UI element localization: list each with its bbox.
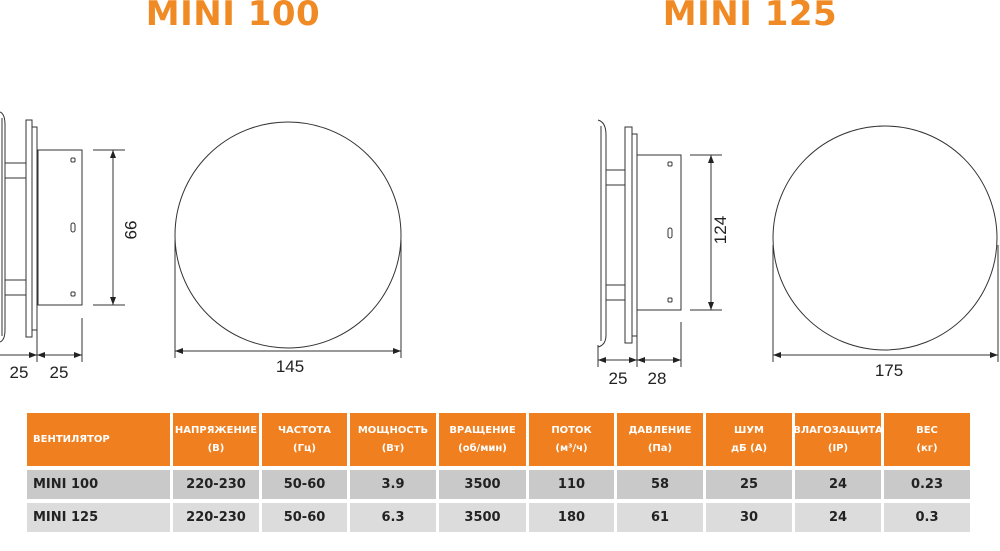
column-header: ВЕС (кг)	[884, 413, 970, 466]
table-cell: 220-230	[173, 470, 259, 499]
header-label: ВЛАГОЗАЩИТА	[793, 424, 883, 436]
table-cell: 6.3	[350, 503, 436, 532]
table-cell: 3500	[439, 470, 526, 499]
column-header: ВЕНТИЛЯТОР	[27, 413, 170, 466]
header-unit: (Вт)	[381, 442, 405, 454]
title-mini-125: MINI 125	[662, 0, 838, 34]
dim-depth2-mini-125: 28	[648, 369, 667, 388]
table-cell: 58	[617, 470, 703, 499]
table-cell: 220-230	[173, 503, 259, 532]
column-header: ПОТОК (м³/ч)	[529, 413, 614, 466]
dim-diameter-mini-125: 175	[875, 361, 903, 380]
header-unit: (об/мин)	[458, 442, 507, 454]
table-header: ВЕНТИЛЯТОР НАПРЯЖЕНИЕ (В) ЧАСТОТА (Гц) МОЩНОС…	[27, 413, 970, 466]
table-cell: MINI 100	[27, 470, 170, 499]
header-label: МОЩНОСТЬ	[357, 424, 429, 436]
column-header: ДАВЛЕНИЕ (Па)	[617, 413, 703, 466]
dim-diameter-mini-100: 145	[276, 357, 304, 376]
side-view-mini-100	[0, 111, 125, 362]
column-header: МОЩНОСТЬ (Вт)	[350, 413, 436, 466]
table-row: MINI 125 220-230 50-60 6.3 3500 180 61 30 24 0.3	[27, 503, 970, 532]
table-cell: 180	[529, 503, 614, 532]
column-header: ЧАСТОТА (Гц)	[262, 413, 347, 466]
table-cell: 25	[706, 470, 792, 499]
column-header: ШУМ дБ (А)	[706, 413, 792, 466]
header-unit: дБ (А)	[730, 442, 768, 454]
header-label: НАПРЯЖЕНИЕ	[174, 424, 258, 436]
header-label: ВЕНТИЛЯТОР	[33, 433, 110, 445]
table-cell: 0.3	[884, 503, 970, 532]
dim-depth1-mini-100: 25	[10, 363, 29, 382]
header-label: ПОТОК	[551, 424, 592, 436]
dim-height-mini-125: 124	[711, 216, 730, 244]
column-header: ВРАЩЕНИЕ (об/мин)	[439, 413, 526, 466]
header-label: ВЕС	[916, 424, 938, 436]
side-view-mini-125	[597, 119, 722, 367]
dim-height-mini-100: 99	[121, 221, 140, 240]
table-cell: 61	[617, 503, 703, 532]
header-label: ШУМ	[733, 424, 764, 436]
header-unit: (м³/ч)	[555, 442, 588, 454]
header-unit: (кг)	[916, 442, 938, 454]
table-cell: 3500	[439, 503, 526, 532]
header-unit: (Па)	[647, 442, 673, 454]
table-cell: 24	[795, 470, 881, 499]
table-cell: 0.23	[884, 470, 970, 499]
table-cell: 24	[795, 503, 881, 532]
header-unit: (IP)	[827, 442, 849, 454]
front-view-mini-100	[174, 121, 402, 358]
table-cell: 50-60	[262, 470, 347, 499]
table-cell: 30	[706, 503, 792, 532]
header-unit: (Гц)	[293, 442, 316, 454]
table-row: MINI 100 220-230 50-60 3.9 3500 110 58 25 24 0.23	[27, 470, 970, 499]
header-label: ДАВЛЕНИЕ	[628, 424, 692, 436]
dim-depth1-mini-125: 25	[609, 369, 628, 388]
header-label: ЧАСТОТА	[277, 424, 332, 436]
specs-table: ВЕНТИЛЯТОР НАПРЯЖЕНИЕ (В) ЧАСТОТА (Гц) МОЩНОС…	[27, 413, 970, 536]
dim-depth2-mini-100: 25	[50, 363, 69, 382]
table-cell: 50-60	[262, 503, 347, 532]
front-view-mini-125	[772, 125, 999, 362]
column-header: НАПРЯЖЕНИЕ (В)	[173, 413, 259, 466]
header-label: ВРАЩЕНИЕ	[449, 424, 516, 436]
header-unit: (В)	[207, 442, 225, 454]
table-cell: 3.9	[350, 470, 436, 499]
technical-drawings: 99 25 25 145 124 25 28 175	[0, 111, 999, 388]
column-header: ВЛАГОЗАЩИТА (IP)	[793, 413, 883, 466]
table-cell: MINI 125	[27, 503, 170, 532]
table-cell: 110	[529, 470, 614, 499]
title-mini-100: MINI 100	[145, 0, 321, 34]
